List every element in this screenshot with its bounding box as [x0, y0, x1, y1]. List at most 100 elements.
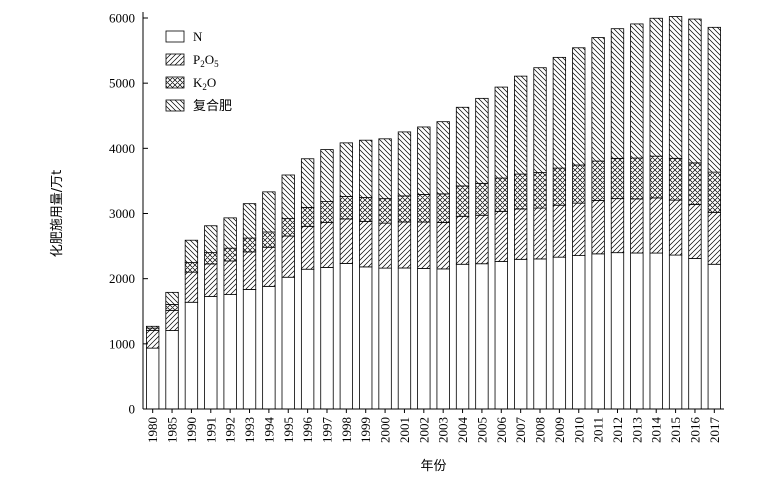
bar-k2o-1998 — [339, 196, 354, 220]
bar-fuhefei-1991 — [204, 225, 218, 254]
bar-k2o-2015 — [668, 157, 683, 201]
bar-fuhefei-2004 — [455, 106, 470, 187]
bar-fuhefei-2017 — [707, 26, 721, 173]
legend-swatch-p2o5 — [165, 53, 185, 66]
bar-n-2009 — [552, 256, 567, 410]
bar-fuhefei-1980 — [146, 325, 160, 329]
bar-n-2012 — [610, 252, 625, 410]
x-tick-label: 2014 — [649, 417, 664, 444]
bar-fuhefei-2010 — [572, 47, 586, 166]
bar-k2o-2003 — [436, 193, 450, 223]
bar-p2o5-2002 — [417, 221, 431, 269]
x-tick-label: 2015 — [668, 417, 683, 443]
bar-fuhefei-2003 — [436, 121, 450, 195]
bar-fuhefei-2016 — [688, 18, 702, 164]
bar-p2o5-2004 — [455, 215, 470, 265]
x-tick-label: 2006 — [494, 417, 509, 444]
bar-k2o-2016 — [688, 162, 702, 205]
legend-label-n: N — [193, 29, 203, 44]
x-tick-label: 1992 — [223, 417, 238, 443]
legend-swatch-k2o — [165, 76, 185, 89]
legend: N P2O5 K2O 复合肥 — [165, 29, 232, 113]
bar-fuhefei-2006 — [494, 86, 508, 179]
bar-k2o-1997 — [320, 201, 334, 223]
bar-p2o5-1985 — [165, 309, 179, 331]
bar-fuhefei-2012 — [610, 28, 625, 159]
bar-p2o5-2013 — [630, 198, 644, 254]
x-tick-label: 2000 — [378, 417, 393, 443]
bar-p2o5-1980 — [146, 329, 160, 349]
bar-n-2013 — [630, 252, 644, 410]
bar-k2o-2000 — [378, 198, 392, 224]
x-tick-label: 1980 — [145, 417, 160, 443]
bar-p2o5-2012 — [610, 198, 625, 254]
bar-p2o5-2015 — [668, 199, 683, 256]
bar-k2o-1993 — [242, 237, 257, 253]
bar-k2o-1996 — [300, 207, 315, 227]
bar-fuhefei-2005 — [475, 97, 489, 184]
legend-label-k2o: K2O — [193, 75, 216, 92]
y-tick-label: 0 — [129, 402, 136, 417]
x-tick-label: 1998 — [339, 417, 354, 443]
bar-k2o-2010 — [572, 164, 586, 204]
bar-k2o-1990 — [184, 262, 199, 273]
x-tick-label: 1996 — [300, 417, 315, 444]
bar-p2o5-2006 — [494, 210, 508, 262]
bar-k2o-2004 — [455, 185, 470, 217]
x-tick-label: 1995 — [281, 417, 296, 443]
bar-fuhefei-1998 — [339, 142, 354, 197]
y-tick-label: 3000 — [109, 206, 135, 221]
bar-k2o-2012 — [610, 157, 625, 200]
x-tick-label: 2016 — [687, 417, 702, 444]
bar-fuhefei-2015 — [668, 16, 683, 159]
bar-k2o-2011 — [591, 160, 605, 201]
bar-p2o5-1999 — [359, 220, 373, 268]
legend-label-p2o5: P2O5 — [193, 52, 219, 69]
x-tick-label: 2017 — [707, 417, 722, 444]
bar-p2o5-2016 — [688, 203, 702, 259]
bar-fuhefei-1993 — [242, 203, 257, 239]
bar-n-2000 — [378, 267, 392, 410]
legend-swatch-fuhefei — [165, 99, 185, 112]
bar-p2o5-1995 — [281, 235, 295, 278]
bar-p2o5-1996 — [300, 225, 315, 270]
x-tick-label: 1991 — [203, 417, 218, 443]
bar-p2o5-2009 — [552, 204, 567, 258]
bar-k2o-2005 — [475, 182, 489, 216]
y-tick-label: 6000 — [109, 11, 135, 26]
y-tick-label: 2000 — [109, 271, 135, 286]
bar-n-1997 — [320, 267, 334, 410]
bar-n-1990 — [184, 301, 199, 410]
bar-fuhefei-1985 — [165, 291, 179, 305]
x-tick-label: 2009 — [552, 417, 567, 443]
bar-fuhefei-1996 — [300, 158, 315, 208]
bar-fuhefei-2013 — [630, 23, 644, 159]
bar-p2o5-2011 — [591, 200, 605, 255]
axes-layer: 0 1000 2000 3000 4000 5000 6000 1980 1985 1990 199… — [50, 11, 724, 474]
bar-p2o5-1991 — [204, 263, 218, 297]
bars-layer — [146, 16, 721, 410]
bar-p2o5-1998 — [339, 218, 354, 264]
legend-swatch-n — [165, 30, 185, 43]
bar-n-2014 — [649, 252, 663, 410]
bar-n-1998 — [339, 263, 354, 410]
bar-k2o-2007 — [514, 173, 528, 210]
bar-p2o5-2010 — [572, 202, 586, 256]
bar-fuhefei-1995 — [281, 174, 295, 219]
bar-fuhefei-2009 — [552, 56, 567, 169]
bar-n-2016 — [688, 258, 702, 410]
bar-k2o-1992 — [223, 247, 237, 262]
bar-n-2004 — [455, 263, 470, 410]
bar-n-1980 — [146, 347, 160, 410]
bar-k2o-1994 — [262, 231, 276, 248]
x-tick-label: 2013 — [629, 417, 644, 443]
y-tick-label: 1000 — [109, 336, 135, 351]
bar-p2o5-2017 — [707, 211, 721, 265]
bar-k2o-2017 — [707, 171, 721, 213]
bar-k2o-2014 — [649, 155, 663, 199]
bar-n-1999 — [359, 266, 373, 410]
bar-k2o-2009 — [552, 167, 567, 206]
bar-n-2010 — [572, 255, 586, 410]
bar-p2o5-2008 — [533, 207, 547, 260]
